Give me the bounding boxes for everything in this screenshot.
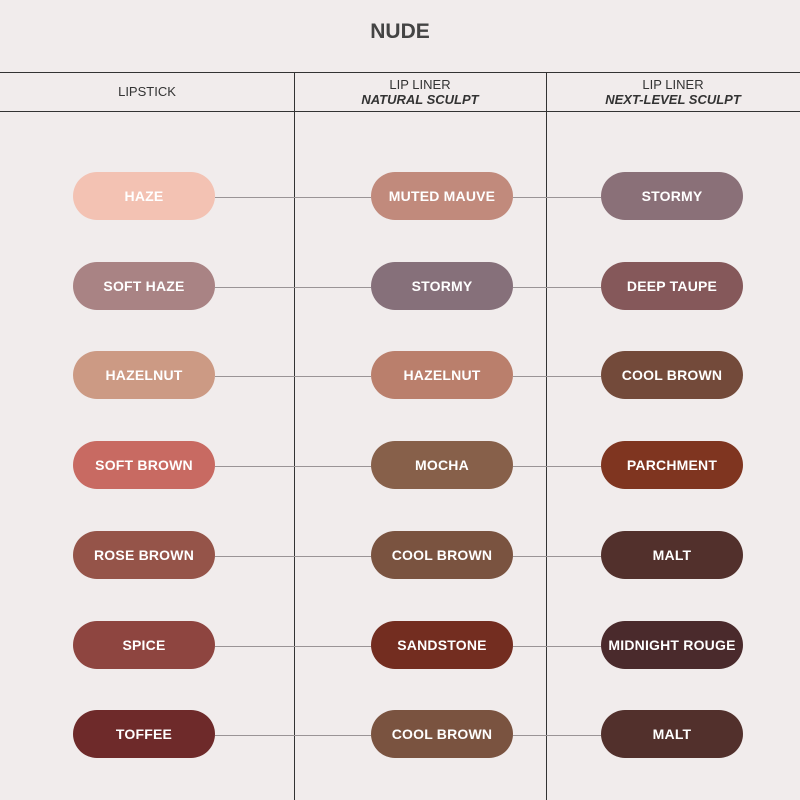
header-bottom-divider (0, 111, 800, 112)
shade-swatch: STORMY (601, 172, 743, 220)
shade-swatch: COOL BROWN (601, 351, 743, 399)
shade-swatch: SANDSTONE (371, 621, 513, 669)
page-title: NUDE (370, 20, 430, 43)
shade-swatch: ROSE BROWN (73, 531, 215, 579)
shade-connector-line (513, 646, 601, 647)
column-header-next-level-sculpt: LIP LINER NEXT-LEVEL SCULPT (546, 72, 800, 111)
shade-swatch: STORMY (371, 262, 513, 310)
shade-swatch: TOFFEE (73, 710, 215, 758)
header-line1: LIP LINER (389, 76, 451, 92)
shade-swatch: MUTED MAUVE (371, 172, 513, 220)
header-line1: LIP LINER (642, 76, 704, 92)
shade-connector-line (215, 287, 371, 288)
shade-swatch: HAZELNUT (371, 351, 513, 399)
shade-connector-line (215, 556, 371, 557)
shade-swatch: COOL BROWN (371, 531, 513, 579)
column-header-lipstick: LIPSTICK (0, 72, 294, 111)
column-header-natural-sculpt: LIP LINER NATURAL SCULPT (294, 72, 546, 111)
shade-swatch: SOFT HAZE (73, 262, 215, 310)
shade-connector-line (513, 466, 601, 467)
shade-swatch: DEEP TAUPE (601, 262, 743, 310)
shade-swatch: HAZE (73, 172, 215, 220)
shade-connector-line (513, 197, 601, 198)
column-divider (294, 72, 295, 800)
header-line2: NEXT-LEVEL SCULPT (605, 91, 741, 107)
header-line2: NATURAL SCULPT (361, 91, 479, 107)
header-line1: LIPSTICK (118, 84, 176, 99)
shade-connector-line (513, 376, 601, 377)
shade-swatch: COOL BROWN (371, 710, 513, 758)
shade-swatch: PARCHMENT (601, 441, 743, 489)
shade-swatch: MALT (601, 710, 743, 758)
shade-swatch: SPICE (73, 621, 215, 669)
shade-connector-line (215, 646, 371, 647)
shade-connector-line (215, 466, 371, 467)
shade-connector-line (513, 735, 601, 736)
shade-connector-line (215, 197, 371, 198)
shade-swatch: MALT (601, 531, 743, 579)
shade-swatch: MOCHA (371, 441, 513, 489)
shade-connector-line (215, 376, 371, 377)
shade-connector-line (513, 287, 601, 288)
shade-connector-line (215, 735, 371, 736)
shade-connector-line (513, 556, 601, 557)
shade-swatch: HAZELNUT (73, 351, 215, 399)
header-top-divider (0, 72, 800, 73)
shade-swatch: SOFT BROWN (73, 441, 215, 489)
column-divider (546, 72, 547, 800)
shade-swatch: MIDNIGHT ROUGE (601, 621, 743, 669)
